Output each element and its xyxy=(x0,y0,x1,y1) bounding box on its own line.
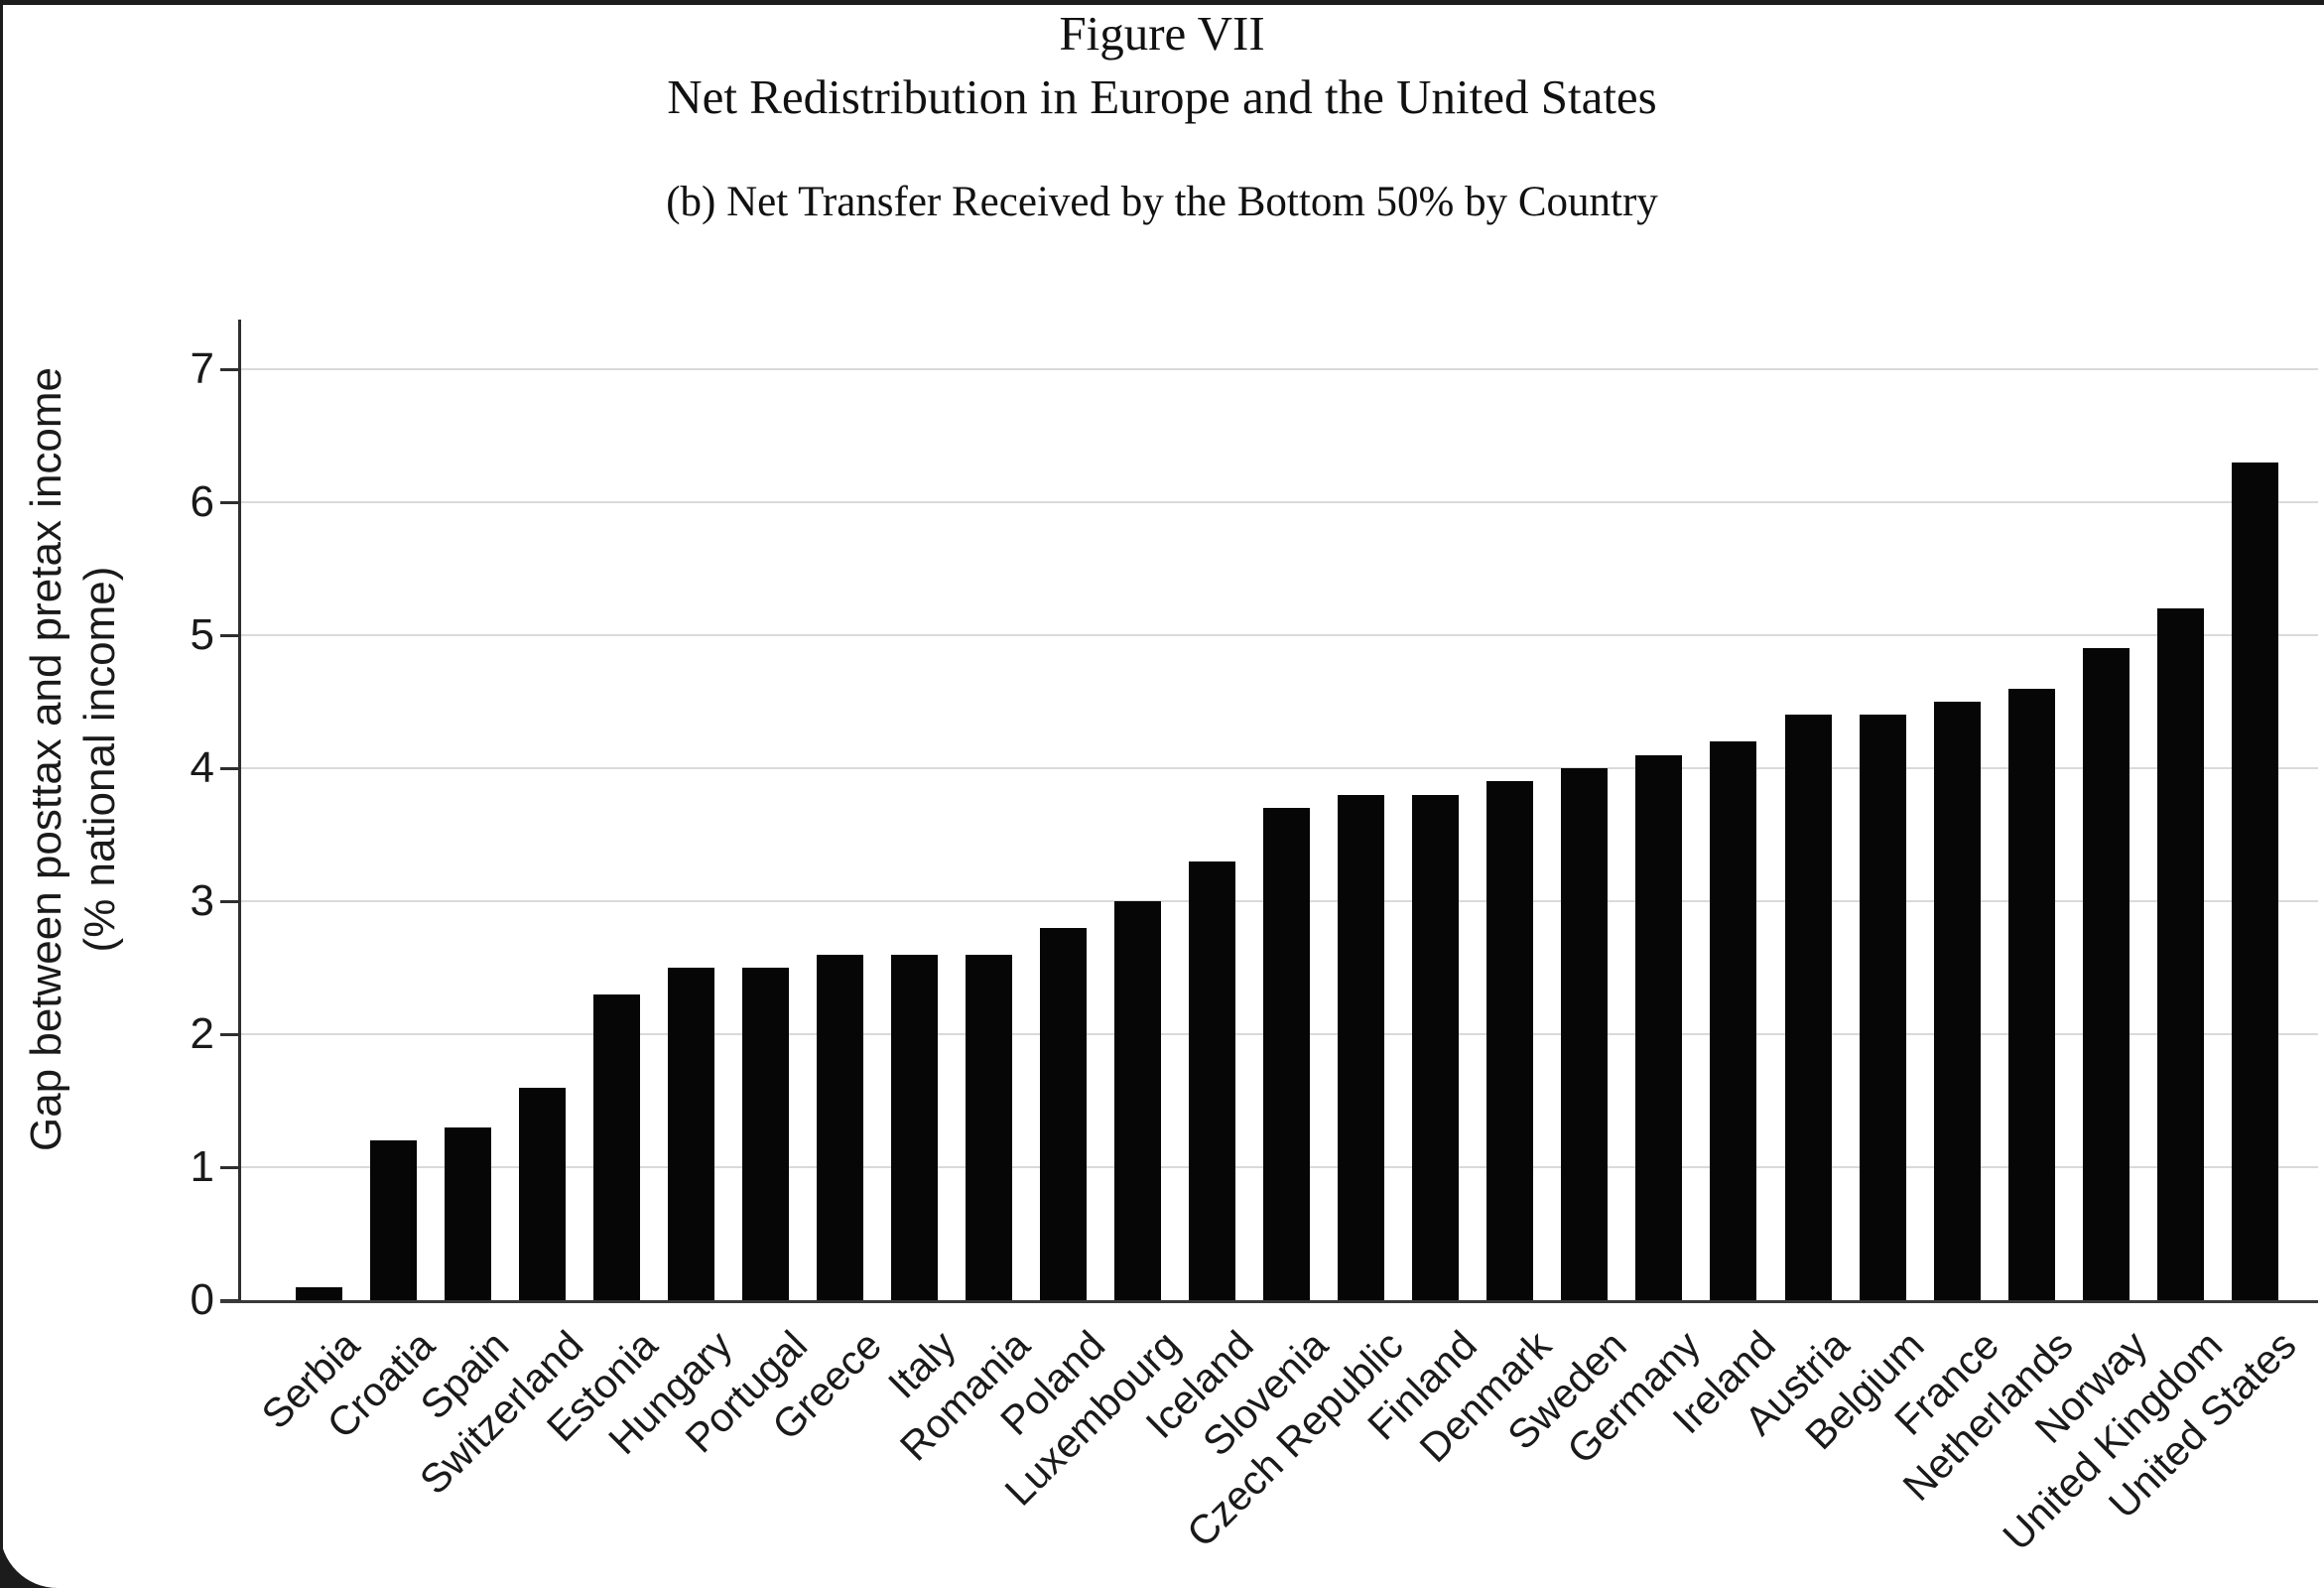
gridline-y4 xyxy=(241,767,2318,769)
bar-netherlands xyxy=(2007,689,2055,1300)
y-tick-label-2: 2 xyxy=(190,1009,214,1058)
bar-united-kingdom xyxy=(2156,608,2204,1300)
y-tick-mark-5 xyxy=(220,634,240,637)
bar-sweden xyxy=(1561,768,1609,1300)
bar-romania xyxy=(965,955,1012,1300)
y-tick-label-4: 4 xyxy=(190,743,214,792)
y-tick-mark-2 xyxy=(220,1033,240,1036)
bar-greece xyxy=(816,955,863,1300)
figure-title: Figure VII xyxy=(1059,6,1265,61)
bar-estonia xyxy=(592,994,640,1300)
bar-belgium xyxy=(1859,715,1906,1300)
bar-hungary xyxy=(667,968,714,1300)
window-left-edge xyxy=(0,0,3,1548)
bar-luxembourg xyxy=(1114,901,1162,1300)
y-tick-mark-7 xyxy=(220,368,240,371)
bar-switzerland xyxy=(518,1088,566,1300)
x-axis-line xyxy=(220,1300,2318,1303)
figure-subtitle: Net Redistribution in Europe and the Uni… xyxy=(667,69,1657,124)
panel-caption: (b) Net Transfer Received by the Bottom … xyxy=(666,179,1658,225)
gridline-y7 xyxy=(241,368,2318,370)
y-tick-label-7: 7 xyxy=(190,344,214,393)
bar-croatia xyxy=(369,1140,417,1300)
bar-iceland xyxy=(1189,861,1236,1300)
y-tick-label-1: 1 xyxy=(190,1142,214,1191)
y-tick-mark-4 xyxy=(220,767,240,770)
bar-norway xyxy=(2082,648,2130,1300)
y-axis-label-line1: Gap between posttax and pretax income xyxy=(22,366,70,1152)
y-axis-label: Gap between posttax and pretax income (%… xyxy=(20,164,129,1355)
bar-denmark xyxy=(1486,781,1534,1300)
bar-italy xyxy=(890,955,938,1300)
figure-header: Figure VII Net Redistribution in Europe … xyxy=(0,2,2324,228)
bar-austria xyxy=(1784,715,1832,1300)
bar-finland xyxy=(1412,795,1460,1300)
window-corner-bottom-left xyxy=(0,1530,58,1588)
y-tick-label-0: 0 xyxy=(190,1275,214,1324)
bar-portugal xyxy=(741,968,789,1300)
bar-spain xyxy=(444,1127,491,1300)
bar-ireland xyxy=(1710,741,1757,1300)
gridline-y5 xyxy=(241,634,2318,636)
y-tick-mark-3 xyxy=(220,900,240,903)
gridline-y6 xyxy=(241,501,2318,503)
bar-united-states xyxy=(2231,463,2278,1300)
y-axis-label-line2: (% national income) xyxy=(75,566,124,953)
bar-serbia xyxy=(295,1287,342,1300)
y-tick-label-3: 3 xyxy=(190,876,214,925)
y-tick-label-6: 6 xyxy=(190,477,214,526)
window-top-edge xyxy=(0,0,2324,5)
bar-czech-republic xyxy=(1338,795,1385,1300)
y-tick-mark-1 xyxy=(220,1166,240,1169)
y-tick-mark-6 xyxy=(220,501,240,504)
y-tick-label-5: 5 xyxy=(190,610,214,659)
bar-poland xyxy=(1040,928,1087,1300)
bar-france xyxy=(1933,702,1981,1300)
bar-germany xyxy=(1635,755,1683,1300)
bar-slovenia xyxy=(1263,808,1311,1300)
y-axis-line xyxy=(238,320,241,1303)
